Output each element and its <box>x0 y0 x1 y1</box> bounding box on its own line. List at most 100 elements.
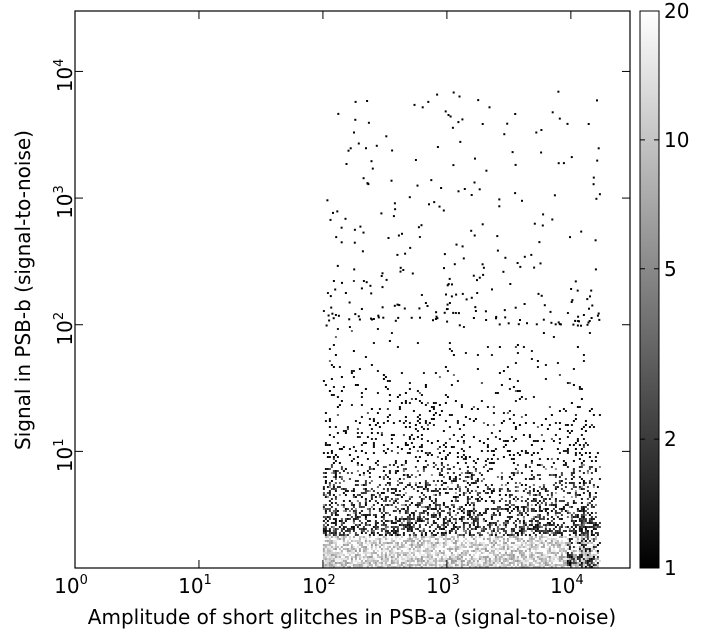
density-cell <box>408 548 411 550</box>
density-cell <box>336 504 339 506</box>
density-cell <box>472 406 475 408</box>
density-cell <box>366 550 369 552</box>
density-cell <box>576 324 579 327</box>
density-cell <box>414 428 417 430</box>
density-cell <box>514 346 517 348</box>
density-cell <box>422 550 425 552</box>
density-cell <box>382 550 385 552</box>
density-cell <box>494 514 497 516</box>
density-cell <box>580 522 583 524</box>
density-cell <box>354 384 357 386</box>
density-cell <box>498 546 501 548</box>
density-cell <box>532 538 535 540</box>
density-cell <box>334 314 337 316</box>
density-cell <box>518 560 521 562</box>
density-cell <box>454 558 457 560</box>
density-cell <box>384 540 387 542</box>
density-cell <box>418 550 421 552</box>
density-cell <box>520 544 523 546</box>
density-cell <box>564 556 567 558</box>
density-cell <box>504 524 507 526</box>
density-cell <box>572 470 575 472</box>
density-cell <box>390 538 393 540</box>
density-cell <box>342 534 345 536</box>
density-cell <box>408 448 411 450</box>
density-cell <box>442 566 445 568</box>
density-cell <box>548 528 551 530</box>
density-cell <box>548 548 551 550</box>
density-cell <box>352 546 355 548</box>
density-cell <box>411 272 414 275</box>
density-cell <box>400 536 403 538</box>
density-cell <box>396 452 399 454</box>
density-cell <box>486 492 489 494</box>
density-cell <box>570 496 573 498</box>
density-cell <box>530 528 533 530</box>
density-cell <box>436 440 439 442</box>
density-cell <box>408 520 411 522</box>
density-cell <box>576 346 579 348</box>
density-cell <box>452 538 455 540</box>
density-cell <box>570 560 573 562</box>
density-cell <box>582 506 585 508</box>
density-cell <box>386 416 389 418</box>
density-cell <box>468 534 471 536</box>
density-cell <box>404 562 407 564</box>
density-cell <box>394 552 397 554</box>
density-cell <box>502 542 505 544</box>
density-cell <box>514 520 517 522</box>
density-cell <box>404 420 407 422</box>
density-cell <box>578 388 581 390</box>
density-cell <box>378 566 381 568</box>
density-cell <box>368 500 371 502</box>
density-cell <box>388 550 391 552</box>
density-cell <box>536 560 539 562</box>
density-cell <box>526 452 529 454</box>
density-cell <box>426 484 429 486</box>
density-cell <box>322 556 325 558</box>
density-cell <box>332 476 335 478</box>
density-cell <box>498 556 501 558</box>
density-cell <box>350 404 353 406</box>
density-cell <box>374 542 377 544</box>
density-cell <box>588 456 591 458</box>
density-cell <box>488 548 491 550</box>
density-cell <box>538 478 541 480</box>
density-cell <box>392 464 395 466</box>
density-cell <box>334 560 337 562</box>
density-cell <box>534 498 537 500</box>
density-cell <box>414 476 417 478</box>
density-cell <box>586 323 589 326</box>
density-cell <box>432 562 435 564</box>
density-cell <box>324 530 327 532</box>
density-cell <box>554 492 557 494</box>
density-cell <box>552 532 555 534</box>
density-cell <box>344 488 347 490</box>
density-cell <box>352 528 355 530</box>
density-cell <box>558 530 561 532</box>
density-cell <box>421 106 424 109</box>
density-cell <box>322 552 325 554</box>
density-cell <box>390 556 393 558</box>
density-cell <box>416 342 419 344</box>
density-cell <box>592 484 595 486</box>
density-cell <box>444 538 447 540</box>
density-cell <box>552 522 555 524</box>
density-cell <box>426 564 429 566</box>
density-cell <box>384 530 387 532</box>
density-cell <box>506 540 509 542</box>
density-cell <box>530 562 533 564</box>
density-cell <box>566 566 569 568</box>
density-cell <box>578 548 581 550</box>
density-cell <box>494 540 497 542</box>
density-cell <box>406 548 409 550</box>
density-cell <box>322 476 325 478</box>
density-cell <box>370 496 373 498</box>
density-cell <box>338 494 341 496</box>
density-cell <box>578 552 581 554</box>
density-cell <box>560 500 563 502</box>
density-cell <box>334 554 337 556</box>
density-cell <box>398 546 401 548</box>
density-cell <box>474 470 477 472</box>
density-cell <box>578 518 581 520</box>
